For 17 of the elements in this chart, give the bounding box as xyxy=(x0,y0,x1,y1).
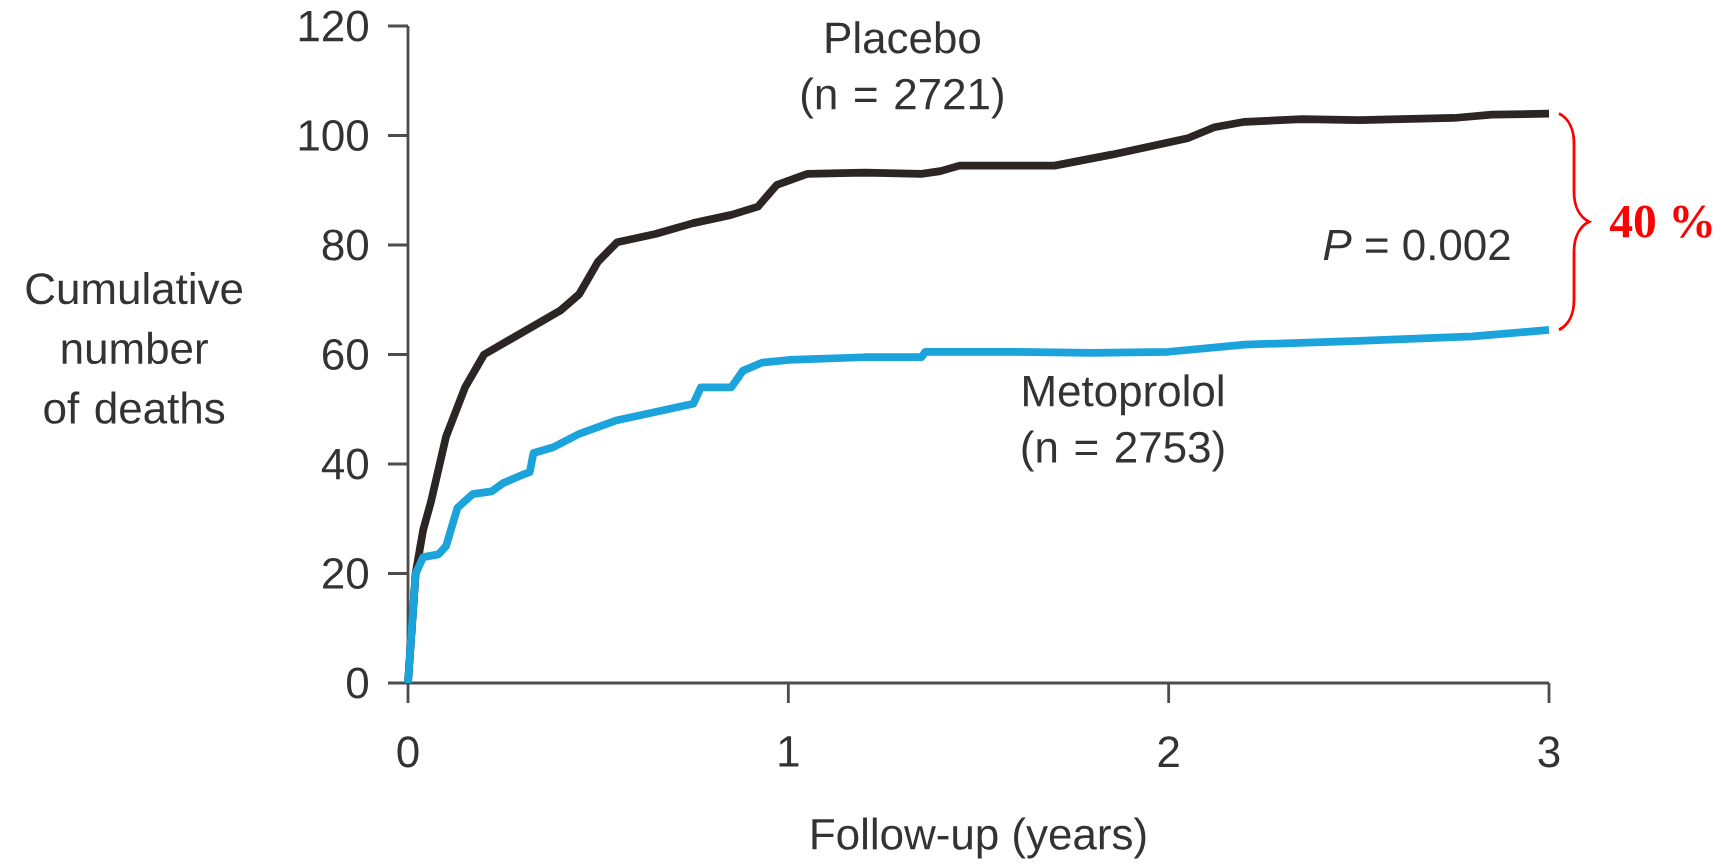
y-tick-label: 60 xyxy=(323,338,368,371)
text: 40 % xyxy=(1609,205,1712,238)
x-tick-label: 3 xyxy=(1538,736,1560,768)
y-tick-label: 0 xyxy=(347,667,369,699)
y-tick-label: 100 xyxy=(299,119,368,152)
y-tick-label: 40 xyxy=(321,448,368,480)
y-tick-label: 120 xyxy=(299,10,368,42)
x-tick-label: 0 xyxy=(397,736,419,768)
y-axis-title: Cumulative number of deaths xyxy=(26,272,243,424)
x-tick-label: 2 xyxy=(1158,736,1179,767)
series-label: Placebo (n = 2721) xyxy=(801,21,1003,119)
x-axis-title: Follow-up (years) xyxy=(812,817,1146,859)
y-tick-label: 20 xyxy=(323,557,368,590)
y-tick-label: 80 xyxy=(322,229,368,261)
annotation: P = 0.002 xyxy=(1323,229,1510,261)
series-label: Metoprolol (n = 2753) xyxy=(1022,374,1224,472)
x-tick-label: 1 xyxy=(779,736,799,767)
